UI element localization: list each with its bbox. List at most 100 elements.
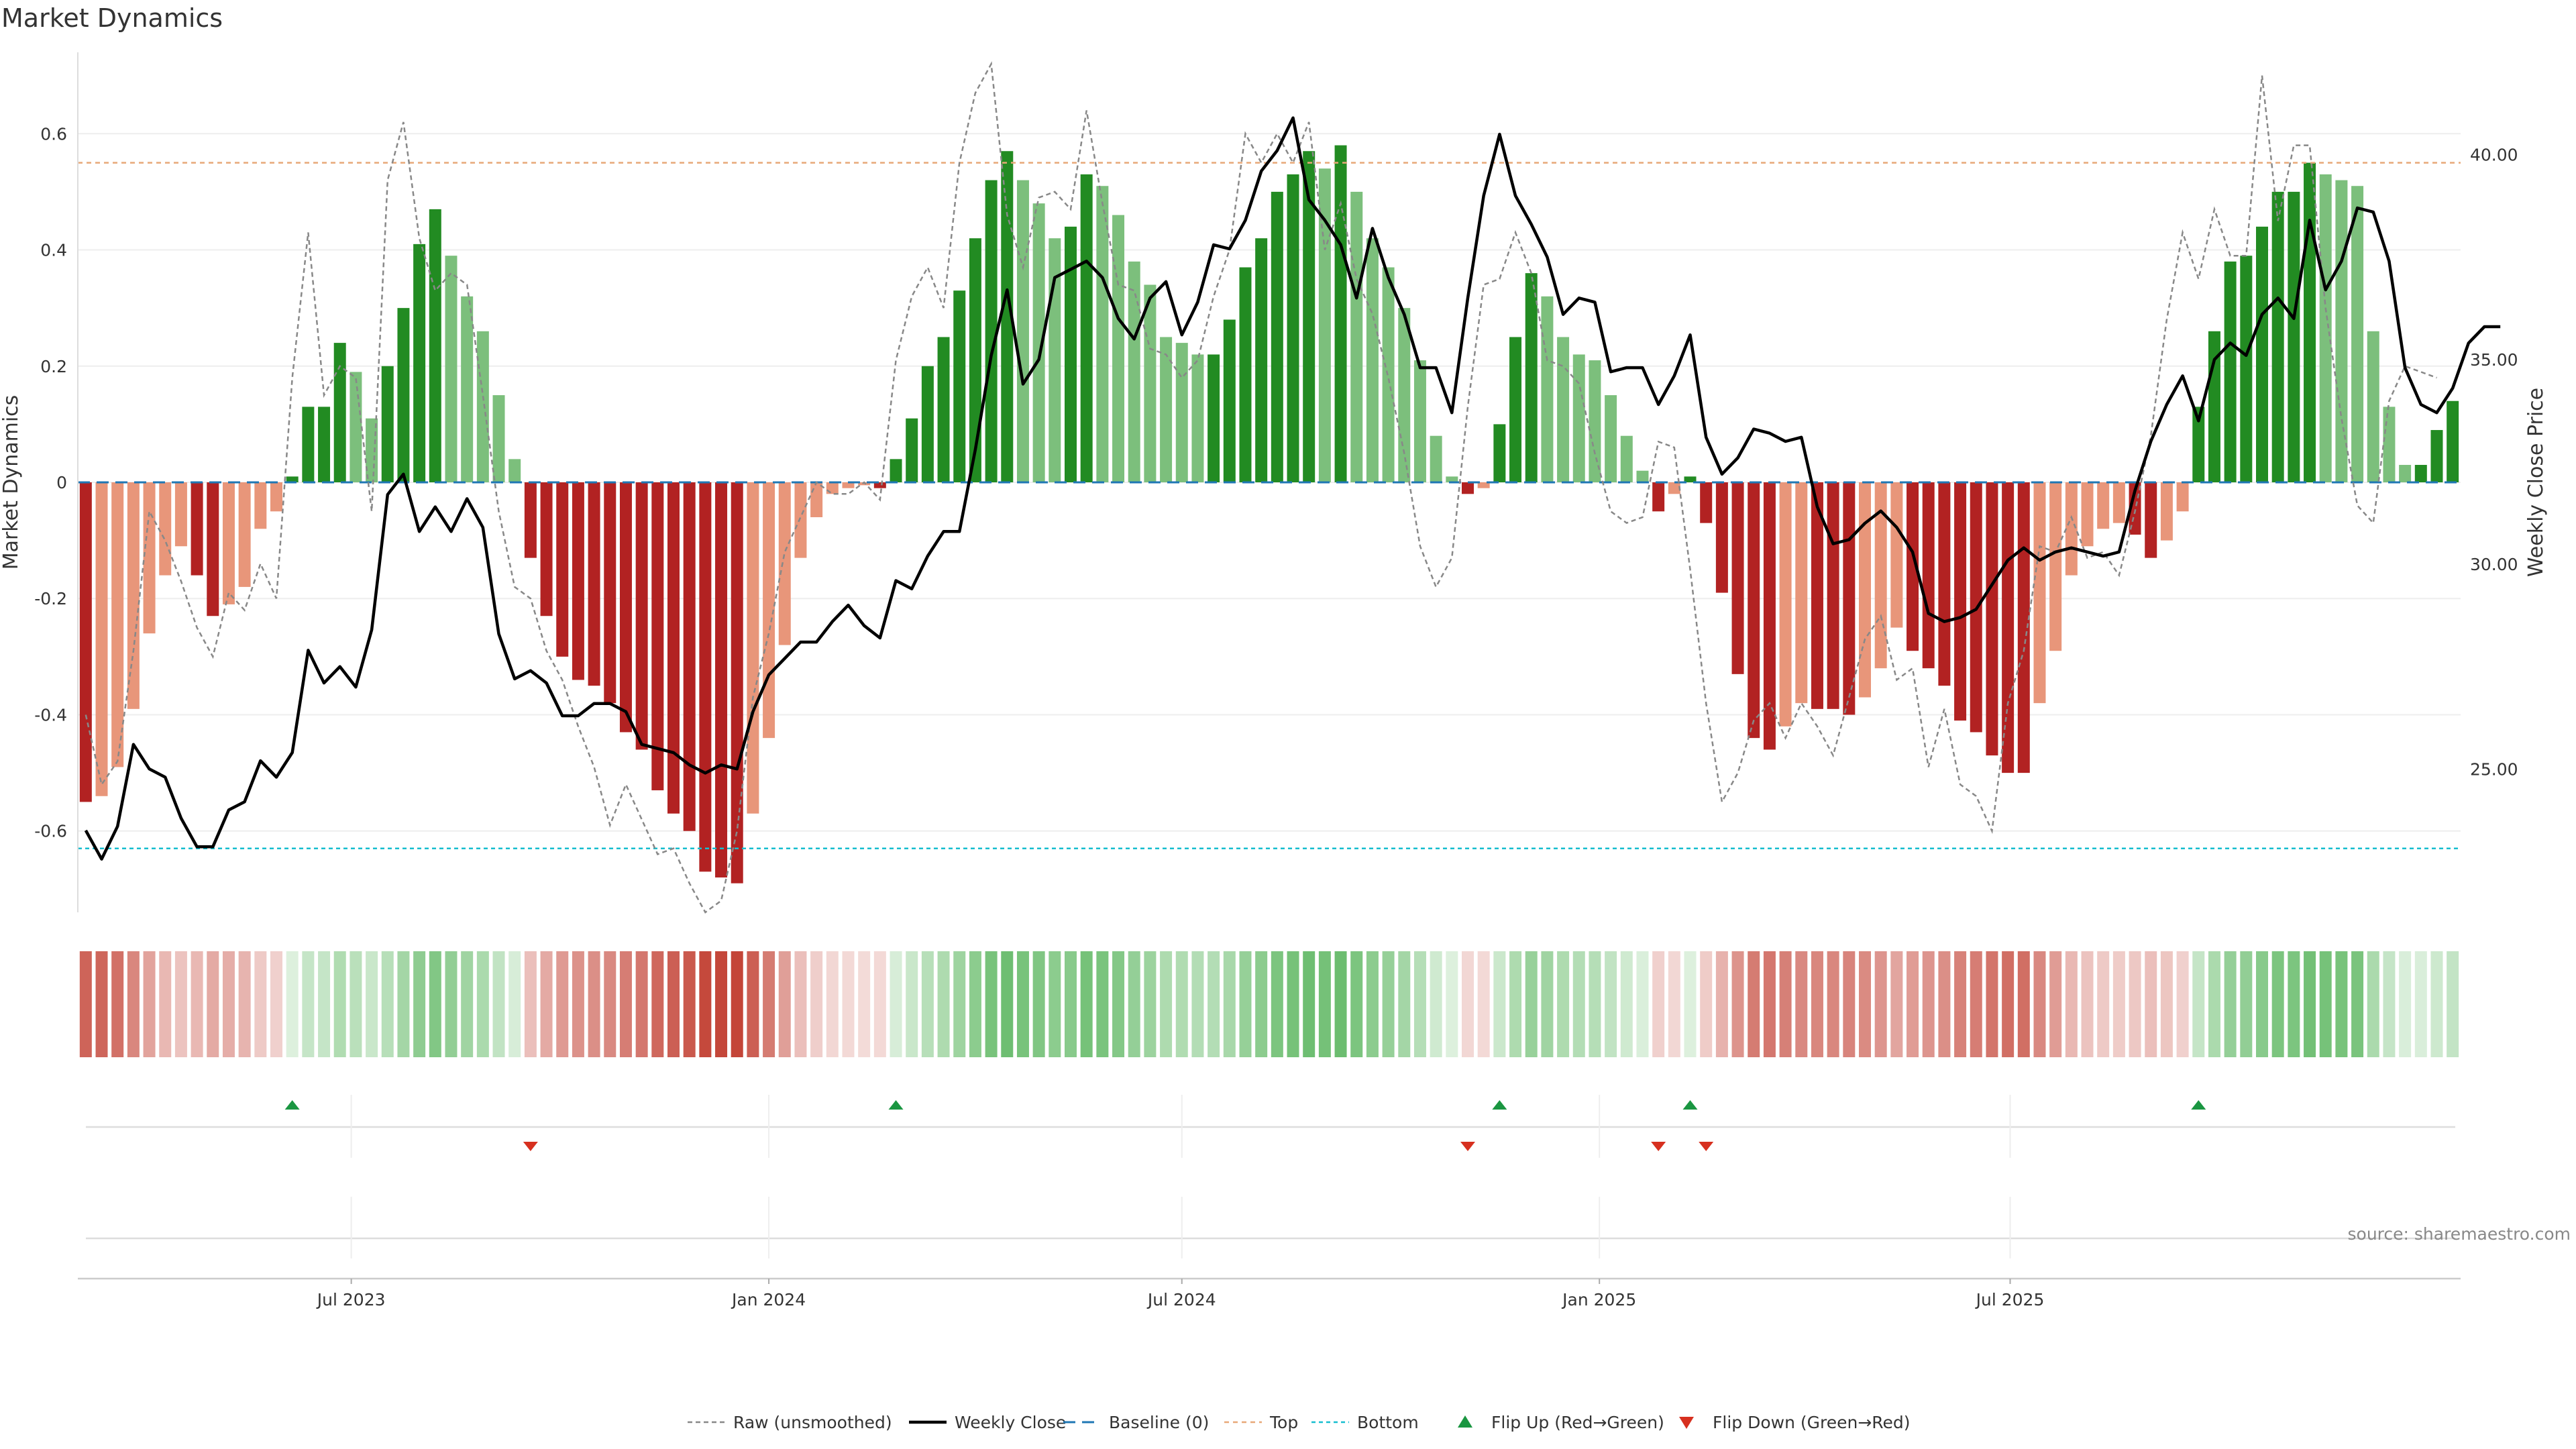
flip-down-marker	[523, 1142, 538, 1151]
heat-cell	[2112, 951, 2125, 1057]
flip-up-marker	[284, 1100, 300, 1110]
momentum-bar	[1890, 482, 1903, 628]
momentum-bar	[1223, 319, 1236, 482]
momentum-bar	[826, 482, 839, 494]
heat-cell	[1223, 951, 1236, 1057]
momentum-bar	[794, 482, 807, 558]
heat-cell	[2017, 951, 2030, 1057]
heat-cell	[1016, 951, 1029, 1057]
heat-cell	[572, 951, 584, 1057]
heat-cell	[699, 951, 712, 1057]
momentum-bar	[1541, 296, 1554, 482]
x-tick-label: Jul 2023	[316, 1290, 386, 1309]
flip-down-marker	[1651, 1142, 1666, 1151]
heat-cell	[953, 951, 966, 1057]
momentum-bar	[1572, 354, 1585, 482]
legend-label: Weekly Close	[955, 1413, 1066, 1432]
momentum-bar	[556, 482, 569, 657]
momentum-bar	[1462, 482, 1474, 494]
momentum-bar	[715, 482, 728, 878]
heat-cell	[619, 951, 632, 1057]
momentum-bar	[2383, 407, 2396, 482]
momentum-bar	[95, 482, 108, 796]
momentum-bar	[413, 244, 426, 482]
heat-cell	[1668, 951, 1680, 1057]
heat-cell	[1477, 951, 1490, 1057]
x-tick-label: Jan 2025	[1561, 1290, 1636, 1309]
heat-cell	[937, 951, 950, 1057]
heat-cell	[366, 951, 378, 1057]
heat-cell	[413, 951, 426, 1057]
momentum-bar	[1032, 203, 1045, 482]
heat-cell	[2304, 951, 2316, 1057]
momentum-bar	[2367, 331, 2379, 482]
heat-cell	[1652, 951, 1665, 1057]
momentum-bar	[270, 482, 282, 512]
heat-cell	[1541, 951, 1554, 1057]
momentum-bar	[842, 482, 855, 488]
momentum-bar	[619, 482, 632, 733]
momentum-bar	[1589, 360, 1601, 482]
momentum-bar	[2049, 482, 2062, 651]
momentum-bar	[445, 256, 458, 482]
momentum-bar	[1239, 267, 1252, 482]
heat-cell	[95, 951, 108, 1057]
momentum-bar	[1287, 174, 1299, 482]
momentum-bar	[1318, 168, 1331, 483]
heat-cell	[1493, 951, 1506, 1057]
heat-cell	[1398, 951, 1411, 1057]
heat-cell	[270, 951, 282, 1057]
momentum-bar	[1731, 482, 1744, 674]
momentum-bar	[858, 482, 871, 486]
momentum-bar	[1605, 395, 1617, 482]
heat-cell	[2129, 951, 2141, 1057]
y-left-tick-label: 0.6	[40, 124, 67, 144]
momentum-bar	[1795, 482, 1808, 704]
x-tick-label: Jul 2024	[1146, 1290, 1216, 1309]
heat-cell	[1859, 951, 1871, 1057]
momentum-bar	[1016, 180, 1029, 482]
heat-cell	[2097, 951, 2110, 1057]
heat-cell	[1065, 951, 1077, 1057]
heat-cell	[2414, 951, 2427, 1057]
legend-label: Top	[1269, 1413, 1298, 1432]
y-left-axis: Market Dynamics -0.6 -0.4 -0.2 0 0.2 0.4 0.6	[0, 52, 78, 912]
line-series	[78, 61, 2501, 914]
heat-cell	[429, 951, 441, 1057]
momentum-bar	[254, 482, 267, 529]
flip-up-marker	[1492, 1100, 1507, 1110]
momentum-bar	[476, 331, 489, 482]
momentum-bar	[2145, 482, 2157, 558]
heat-cell	[127, 951, 140, 1057]
momentum-bars	[79, 145, 2459, 883]
heat-cell	[1779, 951, 1792, 1057]
momentum-bar	[1477, 482, 1490, 488]
heat-cell	[683, 951, 696, 1057]
momentum-bar	[1366, 238, 1379, 482]
heat-cell	[1175, 951, 1188, 1057]
heat-cell	[1620, 951, 1633, 1057]
heat-cell	[2383, 951, 2396, 1057]
momentum-bar	[1350, 191, 1363, 482]
momentum-bar	[350, 372, 362, 482]
heat-cell	[1160, 951, 1173, 1057]
momentum-bar	[2319, 174, 2332, 482]
momentum-bar	[508, 459, 521, 482]
heat-cell	[1715, 951, 1728, 1057]
flip-down-marker	[1460, 1142, 1475, 1151]
momentum-bar	[397, 308, 410, 482]
legend-item-flip_down: Flip Down (Green→Red)	[1679, 1413, 1911, 1432]
momentum-bar	[1986, 482, 1998, 756]
heat-cell	[238, 951, 251, 1057]
legend-item-flip_up: Flip Up (Red→Green)	[1458, 1413, 1664, 1432]
heat-cell	[1001, 951, 1014, 1057]
heat-cell	[1334, 951, 1347, 1057]
heat-cell	[1430, 951, 1442, 1057]
momentum-bar	[1509, 337, 1522, 482]
heat-cell	[2065, 951, 2078, 1057]
momentum-bar	[1112, 215, 1125, 482]
momentum-bar	[1208, 354, 1220, 482]
legend-label: Raw (unsmoothed)	[733, 1413, 892, 1432]
momentum-bar	[906, 418, 918, 482]
